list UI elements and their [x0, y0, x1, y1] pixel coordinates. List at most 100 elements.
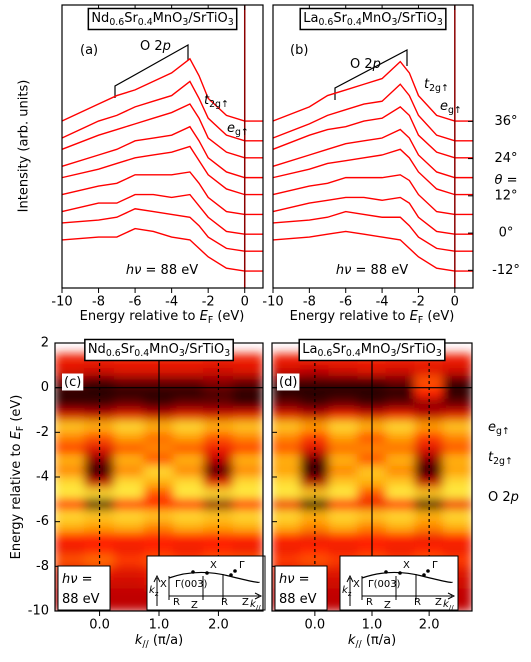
spectrum-curve: [272, 128, 473, 179]
heatmap-cell: [84, 398, 115, 411]
heatmap-cell: [442, 465, 472, 478]
panel-title-part: 3: [179, 348, 185, 359]
spectrum-curve: [272, 106, 473, 159]
heatmap-cell: [442, 364, 472, 377]
heatmap-cell: [385, 498, 416, 511]
heatmap-cell: [328, 376, 359, 389]
bz-label-part: X: [353, 579, 360, 590]
label-box: [62, 373, 84, 391]
heatmap-cell: [232, 387, 263, 400]
annotation-part: p: [162, 39, 171, 54]
y2-tick-label: 12°: [494, 188, 517, 203]
heatmap-cell: [328, 521, 359, 534]
y-tick-label: -6: [36, 514, 49, 529]
bz-label: X: [160, 579, 167, 590]
annotation-part: hν: [126, 263, 142, 278]
panel-title-part: MnO: [361, 342, 391, 357]
heatmap-cell: [442, 498, 472, 511]
annotation: 88 eV: [279, 592, 317, 607]
heatmap-cell: [442, 521, 472, 534]
y2-axis-label-part: =: [502, 173, 517, 188]
heatmap-cell: [173, 543, 205, 556]
bz-label: k//: [250, 599, 261, 612]
spectrum-curve: [61, 227, 263, 272]
bz-point: [229, 573, 233, 577]
x-axis-label-part: k: [348, 633, 356, 648]
y-tick-label: -8: [36, 559, 49, 574]
annotation-part: hν: [279, 572, 295, 587]
x-axis-label-part: (eV): [213, 309, 244, 324]
heatmap-cell: [414, 476, 444, 489]
panel-title: La0.6Sr0.4MnO3/SrTiO3: [303, 11, 443, 28]
bz-label-part: Z: [435, 597, 442, 608]
heatmap-cell: [442, 454, 472, 467]
annotation: (c): [64, 375, 81, 390]
heatmap-cell: [385, 398, 416, 411]
annotation-part: =: [78, 572, 93, 587]
annotation: O 2p: [350, 57, 381, 72]
heatmap-cell: [113, 443, 145, 456]
heatmap-cell: [55, 409, 86, 422]
annotation: hν = 88 eV: [336, 263, 408, 278]
heatmap-cell: [272, 510, 302, 523]
heatmap-cell: [272, 521, 302, 534]
heatmap-cell: [385, 487, 416, 500]
x-tick-label: 0: [241, 295, 249, 310]
heatmap-cell: [55, 521, 86, 534]
bz-label-part: X: [403, 560, 410, 571]
spectrum-curve: [272, 83, 473, 142]
bz-label-part: z: [348, 589, 352, 598]
heatmap-cell: [328, 543, 359, 556]
heatmap-cell: [328, 364, 359, 377]
heatmap-cell: [272, 554, 302, 567]
label-box: [277, 373, 300, 391]
heatmap-cell: [173, 487, 205, 500]
bz-point: [191, 570, 195, 574]
heatmap-cell: [113, 387, 145, 400]
panel-title-part: 3: [436, 348, 442, 359]
x-tick-label: -2: [412, 295, 425, 310]
annotation: hν =: [62, 572, 93, 587]
annotation-part: p: [372, 57, 381, 72]
heatmap-cell: [173, 465, 205, 478]
bz-label: Γ: [432, 560, 438, 571]
plot-frame: [272, 4, 474, 289]
annotation: t2g↑: [488, 450, 513, 467]
panel-title-part: 3: [182, 17, 188, 28]
heatmap-cell: [113, 543, 145, 556]
bz-label-part: R: [366, 597, 373, 608]
y-axis-label-part: (eV): [9, 395, 24, 426]
x-tick-label: 0.0: [305, 618, 326, 633]
bz-label: Z: [191, 600, 198, 611]
heatmap-cell: [113, 554, 145, 567]
heatmap-cell: [442, 476, 472, 489]
x-tick-label: 1.0: [149, 618, 170, 633]
heatmap-cell: [55, 454, 86, 467]
annotation: (d): [279, 375, 297, 390]
annotation-part: 2g↑: [209, 99, 229, 110]
panel-title: La0.6Sr0.4MnO3/SrTiO3: [302, 342, 442, 359]
annotation: (a): [80, 43, 98, 58]
heatmap-cell: [203, 498, 234, 511]
heatmap-cell: [232, 443, 263, 456]
heatmap-cell: [300, 476, 330, 489]
heatmap-cell: [173, 532, 205, 545]
annotation-part: (c): [64, 375, 81, 390]
heatmap-cell: [442, 487, 472, 500]
heatmap-cell: [300, 498, 330, 511]
bz-label: X: [403, 560, 410, 571]
heatmap-cell: [55, 543, 86, 556]
heatmap-cell: [272, 465, 302, 478]
annotation-part: e: [227, 121, 235, 136]
heatmap-cell: [232, 465, 263, 478]
bz-point: [398, 571, 402, 575]
spectrum-curve: [61, 208, 263, 252]
x-axis-label-part: //: [142, 639, 149, 650]
spectrum-curve: [61, 193, 263, 235]
heatmap-cell: [113, 588, 145, 601]
panel-title-part: MnO: [153, 11, 183, 26]
heatmap-cell: [272, 443, 302, 456]
x-tick-label: -6: [339, 295, 352, 310]
annotation-part: O 2: [350, 57, 373, 72]
annotation: t2g↑: [204, 93, 229, 110]
